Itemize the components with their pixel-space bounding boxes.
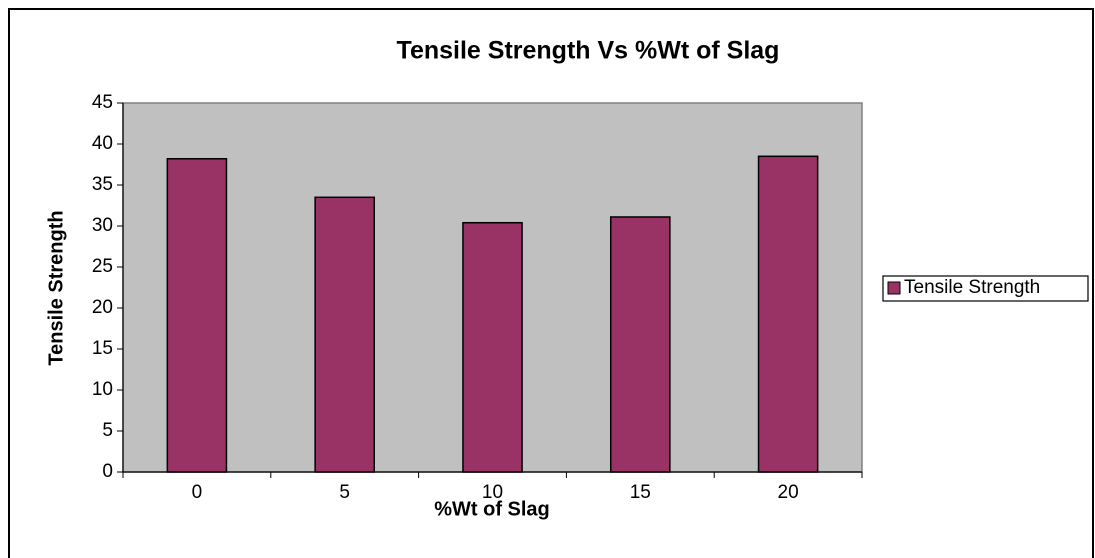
legend-swatch: [887, 281, 901, 295]
legend-label: Tensile Strength: [904, 277, 1040, 298]
legend: [882, 275, 1089, 302]
y-tick-label: 30: [92, 215, 113, 236]
y-tick-label: 5: [102, 420, 113, 441]
bar: [609, 216, 671, 473]
bar: [462, 221, 523, 473]
y-tick-label: 25: [92, 256, 113, 277]
y-tick-label: 45: [92, 92, 113, 113]
y-tick-label: 15: [92, 338, 113, 359]
y-tick-label: 10: [92, 379, 113, 400]
y-tick-label: 35: [92, 174, 113, 195]
chart-title: Tensile Strength Vs %Wt of Slag: [397, 37, 780, 65]
y-axis-title: Tensile Strength: [45, 210, 67, 365]
bar: [314, 196, 376, 473]
bar: [166, 158, 228, 473]
x-tick-label: 15: [630, 482, 651, 503]
x-tick-label: 10: [482, 482, 503, 503]
y-tick-label: 20: [92, 297, 113, 318]
bar: [757, 155, 819, 473]
y-tick-label: 40: [92, 133, 113, 154]
y-tick-label: 0: [102, 461, 113, 482]
x-tick-label: 0: [192, 482, 203, 503]
x-tick-label: 5: [339, 482, 350, 503]
x-axis-title: %Wt of Slag: [434, 498, 550, 520]
x-tick-label: 20: [778, 482, 799, 503]
